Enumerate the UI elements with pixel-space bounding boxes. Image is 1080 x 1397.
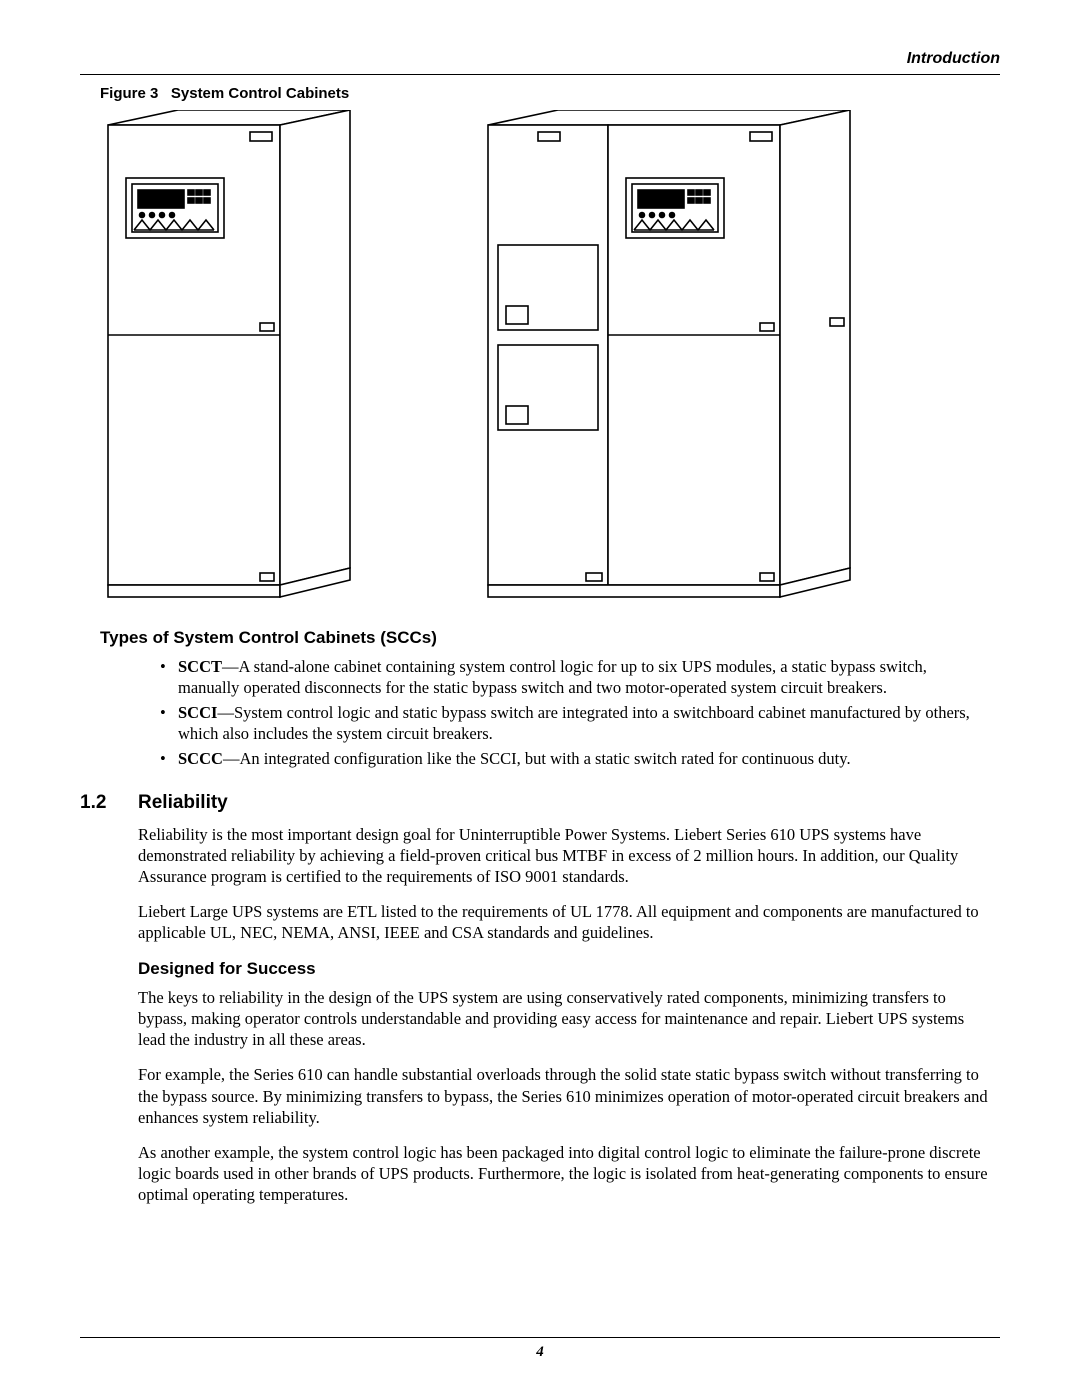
scc-list: SCCT—A stand-alone cabinet containing sy…: [160, 656, 990, 770]
scc-term: SCCC: [178, 749, 223, 768]
figures-row: [100, 110, 1000, 600]
section-number: 1.2: [80, 792, 138, 814]
list-item: SCCT—A stand-alone cabinet containing sy…: [160, 656, 990, 698]
page-number: 4: [80, 1344, 1000, 1361]
list-item: SCCI—System control logic and static byp…: [160, 702, 990, 744]
scc-term: SCCT: [178, 657, 222, 676]
reliability-p2: Liebert Large UPS systems are ETL listed…: [138, 901, 990, 943]
section-title: Reliability: [138, 792, 228, 814]
designed-heading: Designed for Success: [138, 959, 1000, 979]
figure-caption: Figure 3 System Control Cabinets: [100, 85, 1000, 102]
designed-p2: For example, the Series 610 can handle s…: [138, 1064, 990, 1127]
header-section-label: Introduction: [80, 50, 1000, 68]
scc-desc: —An integrated configuration like the SC…: [223, 749, 851, 768]
designed-p3: As another example, the system control l…: [138, 1142, 990, 1205]
scc-desc: —A stand-alone cabinet containing system…: [178, 657, 927, 697]
figure-title: System Control Cabinets: [171, 85, 349, 102]
cabinet-single-svg: [100, 110, 380, 600]
list-item: SCCC—An integrated configuration like th…: [160, 748, 990, 769]
footer: 4: [80, 1337, 1000, 1361]
cabinet-double-svg: [480, 110, 870, 600]
scc-desc: —System control logic and static bypass …: [178, 703, 970, 743]
reliability-p1: Reliability is the most important design…: [138, 824, 990, 887]
designed-p1: The keys to reliability in the design of…: [138, 987, 990, 1050]
scc-term: SCCI: [178, 703, 217, 722]
scc-heading: Types of System Control Cabinets (SCCs): [100, 628, 1000, 648]
header-rule: [80, 74, 1000, 75]
footer-rule: [80, 1337, 1000, 1338]
figure-label: Figure 3: [100, 85, 158, 102]
section-1-2: 1.2 Reliability: [80, 792, 1000, 814]
